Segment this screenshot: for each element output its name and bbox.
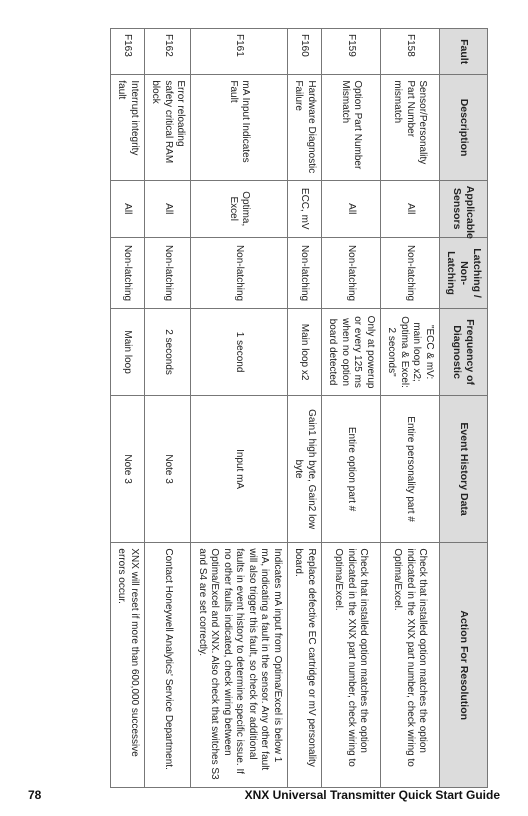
cell-frequency: Main loop x2 — [287, 309, 321, 395]
col-description: Description — [439, 75, 487, 180]
cell-sensors: All — [321, 180, 380, 237]
table-row: F158 Sensor/Personality Part Number mism… — [380, 29, 439, 788]
cell-latching: Non-latching — [110, 237, 144, 309]
cell-description: Hardware Diagnostic Failure — [287, 75, 321, 180]
cell-fault: F161 — [191, 29, 288, 75]
cell-eventdata: Note 3 — [144, 395, 191, 543]
cell-latching: Non-latching — [321, 237, 380, 309]
cell-description: Error reloading safety critical RAM bloc… — [144, 75, 191, 180]
col-frequency: Frequency of Diagnostic — [439, 309, 487, 395]
cell-sensors: All — [144, 180, 191, 237]
cell-action: Check that installed option matches the … — [321, 543, 380, 788]
cell-fault: F160 — [287, 29, 321, 75]
cell-latching: Non-latching — [287, 237, 321, 309]
cell-frequency: Main loop — [110, 309, 144, 395]
cell-frequency: 2 seconds — [144, 309, 191, 395]
cell-description: mA Input Indicates Fault — [191, 75, 288, 180]
page-footer: 78 XNX Universal Transmitter Quick Start… — [28, 788, 500, 802]
cell-eventdata: Entire personality part # — [380, 395, 439, 543]
cell-sensors: Optima, Excel — [191, 180, 288, 237]
table-head: Fault Description Applicable Sensors Lat… — [439, 29, 487, 788]
cell-frequency: "ECC & mV: main loop x2; Optima & Excel:… — [380, 309, 439, 395]
col-latching: Latching / Non-Latching — [439, 237, 487, 309]
table-row: F159 Option Part Number Mismatch All Non… — [321, 29, 380, 788]
cell-fault: F162 — [144, 29, 191, 75]
cell-latching: Non-latching — [144, 237, 191, 309]
cell-description: Interrupt integrity fault — [110, 75, 144, 180]
cell-sensors: ECC, mV — [287, 180, 321, 237]
table-row: F161 mA Input Indicates Fault Optima, Ex… — [191, 29, 288, 788]
table-header-row: Fault Description Applicable Sensors Lat… — [439, 29, 487, 788]
cell-sensors: All — [110, 180, 144, 237]
table-row: F162 Error reloading safety critical RAM… — [144, 29, 191, 788]
page: Fault Description Applicable Sensors Lat… — [0, 0, 528, 816]
cell-eventdata: Note 3 — [110, 395, 144, 543]
cell-frequency: Only at powerup or every 125 ms when no … — [321, 309, 380, 395]
page-number: 78 — [28, 788, 41, 802]
cell-fault: F158 — [380, 29, 439, 75]
cell-eventdata: Input mA — [191, 395, 288, 543]
fault-table: Fault Description Applicable Sensors Lat… — [110, 28, 488, 788]
col-fault: Fault — [439, 29, 487, 75]
table-row: F160 Hardware Diagnostic Failure ECC, mV… — [287, 29, 321, 788]
col-eventdata: Event History Data — [439, 395, 487, 543]
table-body: F158 Sensor/Personality Part Number mism… — [110, 29, 439, 788]
cell-action: XNX will reset if more than 600,000 succ… — [110, 543, 144, 788]
cell-action: Replace defective EC cartridge or mV per… — [287, 543, 321, 788]
cell-action: Check that installed option matches the … — [380, 543, 439, 788]
footer-title: XNX Universal Transmitter Quick Start Gu… — [245, 788, 500, 802]
table-row: F163 Interrupt integrity fault All Non-l… — [110, 29, 144, 788]
cell-fault: F163 — [110, 29, 144, 75]
cell-latching: Non-latching — [191, 237, 288, 309]
cell-action: Contact Honeywell Analytics' Service Dep… — [144, 543, 191, 788]
col-sensors: Applicable Sensors — [439, 180, 487, 237]
cell-frequency: 1 second — [191, 309, 288, 395]
cell-fault: F159 — [321, 29, 380, 75]
cell-description: Sensor/Personality Part Number mismatch — [380, 75, 439, 180]
table-wrapper: Fault Description Applicable Sensors Lat… — [40, 28, 488, 788]
cell-description: Option Part Number Mismatch — [321, 75, 380, 180]
cell-eventdata: Entire option part # — [321, 395, 380, 543]
col-action: Action For Resolution — [439, 543, 487, 788]
cell-action: Indicates mA input from Optima/Excel is … — [191, 543, 288, 788]
cell-latching: Non-latching — [380, 237, 439, 309]
cell-eventdata: Gain1 high byte, Gain2 low byte — [287, 395, 321, 543]
cell-sensors: All — [380, 180, 439, 237]
